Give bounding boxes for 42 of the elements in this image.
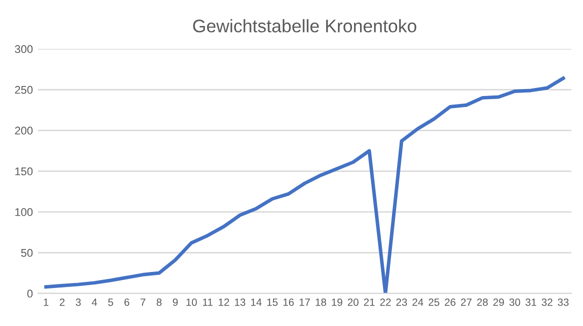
line-series (44, 76, 565, 294)
x-tick-label: 16 (283, 298, 294, 306)
y-tick-label: 250 (15, 86, 33, 94)
x-tick-label: 15 (267, 298, 278, 306)
y-tick-label: 100 (15, 208, 33, 216)
x-tick-label: 6 (124, 298, 130, 306)
x-tick-label: 28 (477, 298, 488, 306)
x-tick-label: 13 (234, 298, 246, 306)
x-tick-label: 30 (509, 298, 520, 306)
x-tick-label: 19 (332, 298, 342, 306)
y-tick-label: 200 (15, 126, 33, 135)
x-tick-label: 23 (396, 298, 407, 306)
y-tick-label: 150 (15, 167, 33, 176)
x-tick-label: 26 (444, 298, 456, 306)
x-tick-label: 9 (172, 298, 178, 306)
chart-title: Gewichtstabelle Kronentoko (193, 19, 416, 32)
x-tick-label: 8 (156, 298, 162, 306)
x-tick-label: 2 (60, 298, 65, 306)
x-tick-label: 24 (412, 298, 424, 306)
x-tick-label: 22 (380, 298, 391, 306)
x-tick-label: 5 (108, 298, 114, 306)
x-tick-label: 31 (526, 298, 536, 306)
y-tick-label: 300 (14, 45, 33, 54)
x-tick-label: 17 (300, 298, 310, 306)
x-tick-label: 20 (348, 298, 358, 306)
y-tick-label: 50 (21, 248, 33, 257)
y-tick-label: 0 (27, 290, 33, 298)
x-tick-label: 32 (542, 298, 552, 306)
x-tick-label: 29 (493, 298, 504, 306)
x-tick-label: 11 (203, 298, 213, 306)
x-tick-label: 25 (428, 298, 440, 306)
x-tick-label: 3 (76, 298, 81, 306)
x-tick-label: 12 (218, 298, 230, 306)
x-tick-label: 1 (44, 298, 48, 306)
x-tick-label: 14 (251, 298, 262, 306)
x-tick-label: 18 (316, 298, 326, 306)
x-tick-label: 7 (140, 298, 146, 306)
x-tick-label: 27 (461, 298, 472, 306)
x-tick-label: 21 (364, 298, 375, 306)
x-tick-label: 33 (558, 298, 569, 306)
x-tick-label: 10 (186, 298, 197, 306)
x-tick-label: 4 (92, 298, 98, 306)
